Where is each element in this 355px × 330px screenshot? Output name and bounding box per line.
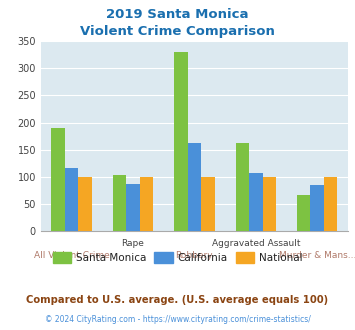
Legend: Santa Monica, California, National: Santa Monica, California, National <box>49 248 306 267</box>
Bar <box>78 177 92 231</box>
Bar <box>187 143 201 231</box>
Text: Compared to U.S. average. (U.S. average equals 100): Compared to U.S. average. (U.S. average … <box>26 295 329 305</box>
Text: Murder & Mans...: Murder & Mans... <box>279 251 355 260</box>
Bar <box>324 177 338 231</box>
Bar <box>297 195 310 231</box>
Bar <box>51 128 65 231</box>
Bar <box>126 184 140 231</box>
Bar <box>201 177 215 231</box>
Bar <box>235 143 249 231</box>
Text: 2019 Santa Monica: 2019 Santa Monica <box>106 8 249 21</box>
Text: Violent Crime Comparison: Violent Crime Comparison <box>80 25 275 38</box>
Bar <box>174 52 187 231</box>
Text: Robbery: Robbery <box>176 251 213 260</box>
Bar <box>310 185 324 231</box>
Bar <box>140 177 153 231</box>
Bar <box>65 168 78 231</box>
Text: Rape: Rape <box>121 239 144 248</box>
Text: All Violent Crime: All Violent Crime <box>34 251 109 260</box>
Bar <box>263 177 276 231</box>
Bar <box>113 175 126 231</box>
Text: © 2024 CityRating.com - https://www.cityrating.com/crime-statistics/: © 2024 CityRating.com - https://www.city… <box>45 315 310 324</box>
Text: Aggravated Assault: Aggravated Assault <box>212 239 300 248</box>
Bar <box>249 173 263 231</box>
